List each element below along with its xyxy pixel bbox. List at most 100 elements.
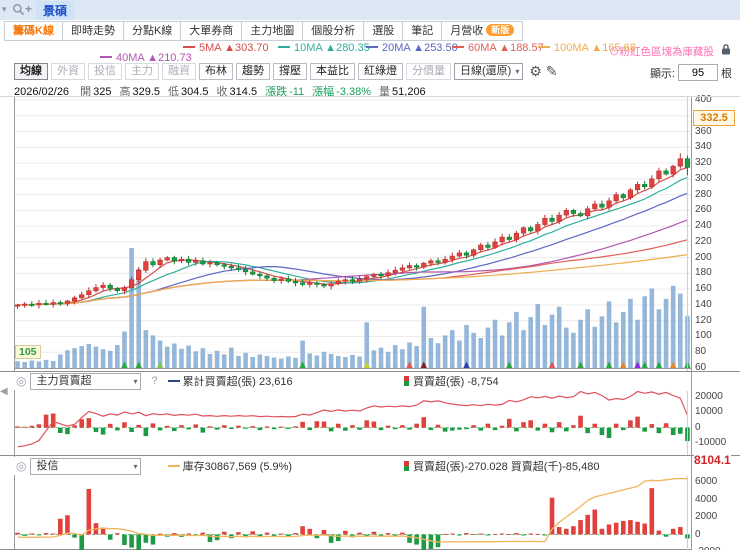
panel2-indicator-select[interactable]: 主力買賣超 ▾ (30, 372, 142, 390)
crosshair-value-tag: 8104.1 (694, 453, 731, 467)
tab-籌碼K線[interactable]: 籌碼K線 (4, 21, 63, 41)
ma-legend-5ma[interactable]: 5MA ▲303.70 (183, 42, 269, 54)
tab-主力地圖[interactable]: 主力地圖 (241, 21, 304, 41)
main-price-axis: 4003803603403203002802602402202001801601… (692, 94, 740, 373)
tab-月營收[interactable]: 月營收 新版 (441, 21, 524, 41)
price-tick: 200 (695, 251, 712, 263)
plot-right-border (691, 97, 692, 549)
toolbar-button-投信[interactable]: 投信 (88, 63, 122, 80)
price-tick: 320 (695, 157, 712, 169)
toolbar-button-外資[interactable]: 外資 (51, 63, 85, 80)
line-swatch (167, 465, 180, 467)
tab-分點K線[interactable]: 分點K線 (122, 21, 182, 41)
quote-量: 量 51,206 (379, 86, 426, 98)
price-tick: 120 (695, 314, 712, 326)
toolbar-button-布林[interactable]: 布林 (199, 63, 233, 80)
stock-title: 景碩 (36, 1, 75, 20)
tab-選股[interactable]: 選股 (363, 21, 404, 41)
ma-legend-40ma[interactable]: 40MA ▲210.73 (100, 52, 192, 64)
window-topbar: ▾ + 景碩 (0, 0, 740, 21)
panel2-axis: 20000 10000 0 -10000 (692, 391, 740, 455)
toolbar-button-本益比[interactable]: 本益比 (310, 63, 355, 80)
period-select[interactable]: 日線(還原) ▾ (454, 63, 524, 80)
panel2-tick: 20000 (695, 391, 723, 402)
line-swatch (183, 46, 195, 48)
panel2-canvas[interactable] (14, 391, 691, 455)
sidebar-collapse-arrow[interactable]: ◀ (0, 386, 8, 397)
panel2-tick: 0 (695, 421, 701, 433)
panel-divider-1[interactable] (0, 371, 740, 372)
ma-legend-row: ⊙粉紅色區塊為庫藏股 5MA ▲303.70 10MA ▲280.35 20MA ▲… (0, 41, 740, 64)
ma-legend-60ma[interactable]: 60MA ▲188.57 (452, 42, 544, 54)
tab-大單券商[interactable]: 大單券商 (180, 21, 243, 41)
panel3-line-legend: 庫存30867,569 (5.9%) (167, 458, 292, 474)
panel3-bar-legend: 買賣超(張)-270.028 買賣超(千)-85,480 (404, 458, 599, 474)
support-level-tag: 105 (15, 345, 41, 359)
quote-漲幅: 漲幅 -3.38% (312, 86, 372, 98)
line-swatch (100, 56, 112, 58)
gear-icon[interactable]: ⚙ (529, 63, 542, 79)
price-tick: 160 (695, 283, 712, 295)
toolbar-button-紅綠燈[interactable]: 紅綠燈 (358, 63, 403, 80)
zoom-in-icon[interactable] (12, 3, 25, 16)
panel3-tick: 6000 (695, 476, 718, 487)
toolbar-button-均線[interactable]: 均線 (14, 63, 48, 80)
line-swatch (278, 46, 290, 48)
info-icon: ⊙ (609, 46, 620, 58)
toolbar-button-主力[interactable]: 主力 (125, 63, 159, 80)
panel3-tick: -2000 (695, 546, 721, 550)
display-count-input[interactable] (678, 64, 718, 81)
ma-legend-20ma[interactable]: 20MA ▲253.50 (366, 42, 458, 54)
plot-left-border (14, 97, 15, 549)
bar-swatch-icon (404, 461, 409, 471)
treasury-note: ⊙粉紅色區塊為庫藏股 (609, 46, 714, 58)
price-tick: 80 (695, 346, 707, 358)
quote-開: 開 325 (80, 86, 112, 98)
panel3-indicator-select[interactable]: 投信 ▾ (30, 457, 142, 475)
pencil-icon[interactable]: ✎ (545, 63, 558, 79)
ma-legend-100ma[interactable]: 100MA ▲165.68 (538, 42, 636, 54)
target-icon[interactable]: ◎ (16, 374, 27, 388)
panel-divider-2[interactable] (0, 455, 740, 456)
chevron-down-icon[interactable]: ▾ (2, 4, 7, 14)
target-icon[interactable]: ◎ (16, 459, 27, 473)
panel3-canvas[interactable] (14, 476, 691, 550)
panel3-header: ◎ 投信▾ ? 庫存30867,569 (5.9%) 買賣超(張)-270.02… (14, 457, 691, 475)
new-badge: 新版 (486, 24, 515, 36)
price-tick: 180 (695, 267, 712, 279)
toolbar-button-趨勢[interactable]: 趨勢 (236, 63, 270, 80)
quote-收: 收 314.5 (216, 86, 258, 98)
toolbar-button-分價量[interactable]: 分價量 (406, 63, 451, 80)
panel2-line-legend: 累計買賣超(張) 23,616 (167, 373, 293, 389)
panel3-tick: 0 (695, 528, 701, 540)
chart-top-line (0, 96, 740, 97)
line-swatch (366, 46, 378, 48)
quote-低: 低 304.5 (168, 86, 209, 98)
panel2-header: ◎ 主力買賣超 ▾ ? 累計買賣超(張) 23,616 買賣超(張) -8,754 (14, 372, 691, 390)
quote-row: 2026/02/26 開 325 高 329.5 低 304.5 收 314.5 漲跌 -11 漲幅… (14, 83, 724, 98)
toolbar-button-撐壓[interactable]: 撐壓 (273, 63, 307, 80)
overlay-buttons: 均線 外資 投信 主力 融資 布林 趨勢 撐壓 本益比 紅綠燈 分價量 日線(還原) ▾ ⚙ ✎ (14, 63, 562, 80)
price-tick: 280 (695, 188, 712, 200)
price-tick: 400 (695, 94, 712, 105)
panel2-tick: 10000 (695, 406, 723, 418)
line-swatch (538, 46, 550, 48)
display-count-unit: 根 (721, 67, 732, 80)
help-icon[interactable]: ? (151, 375, 158, 387)
price-tick: 140 (695, 298, 712, 310)
tab-筆記[interactable]: 筆記 (402, 21, 443, 41)
panel3-axis: 6000 4000 2000 0 -2000 (692, 476, 740, 550)
tab-即時走勢[interactable]: 即時走勢 (61, 21, 124, 41)
price-tick: 360 (695, 125, 712, 137)
plus-icon[interactable]: + (25, 2, 33, 16)
ma-legend-10ma[interactable]: 10MA ▲280.35 (278, 42, 370, 54)
price-tick: 100 (695, 330, 712, 342)
toolbar-button-融資[interactable]: 融資 (162, 63, 196, 80)
tab-個股分析[interactable]: 個股分析 (302, 21, 365, 41)
price-tick: 60 (695, 362, 707, 373)
price-tick: 260 (695, 204, 712, 216)
main-kline-canvas[interactable] (14, 97, 691, 372)
lock-icon[interactable] (720, 43, 732, 56)
